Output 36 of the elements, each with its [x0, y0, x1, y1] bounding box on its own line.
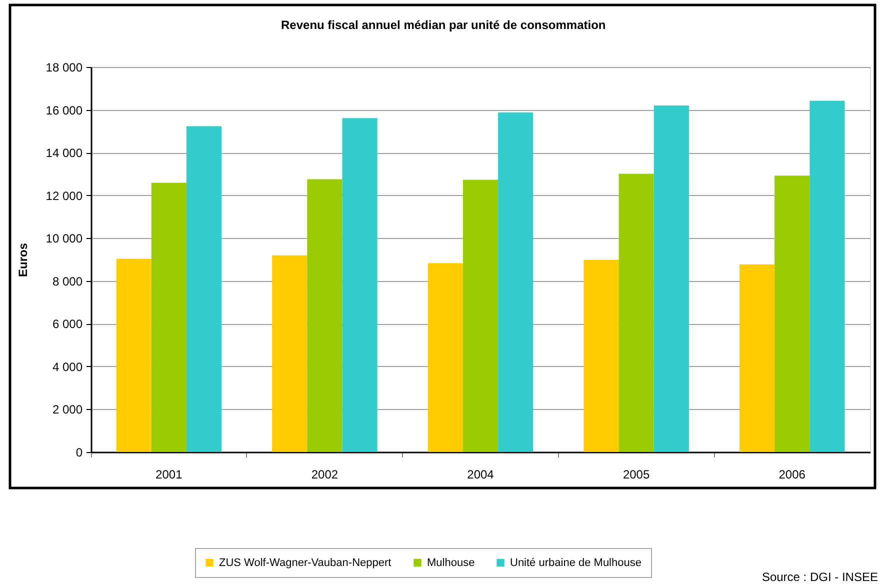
- x-tick-label: 2001: [156, 468, 183, 482]
- y-tick-label: 2 000: [52, 402, 83, 417]
- bar: [342, 118, 378, 452]
- y-tick-label: 18 000: [46, 60, 83, 74]
- y-tick-label: 14 000: [46, 146, 83, 160]
- y-tick-label: 6 000: [52, 317, 83, 332]
- legend-label: Unité urbaine de Mulhouse: [510, 556, 642, 569]
- bar: [186, 126, 222, 452]
- x-tick-label: 2002: [311, 468, 338, 482]
- x-tick-label: 2006: [778, 468, 806, 482]
- bar: [116, 258, 152, 452]
- bar: [810, 100, 845, 452]
- bar: [428, 263, 463, 452]
- y-tick-label: 16 000: [46, 103, 83, 118]
- bar: [462, 180, 498, 452]
- bar: [774, 176, 810, 452]
- y-axis-title: Euros: [16, 242, 30, 278]
- bar: [272, 255, 308, 452]
- y-tick-label: 4 000: [52, 360, 83, 374]
- legend-label: ZUS Wolf-Wagner-Vauban-Neppert: [219, 556, 392, 569]
- bar: [739, 264, 775, 452]
- bar: [618, 174, 654, 452]
- legend-label: Mulhouse: [427, 556, 475, 569]
- x-tick-label: 2004: [467, 468, 494, 482]
- chart-title: Revenu fiscal annuel médian par unité de consommation: [281, 18, 606, 32]
- source-note: Source : DGI - INSEE: [762, 570, 878, 584]
- bar: [151, 182, 186, 452]
- bar: [498, 112, 534, 452]
- bar: [584, 260, 619, 452]
- bar: [307, 179, 342, 452]
- y-tick-label: 12 000: [46, 188, 83, 203]
- y-tick-label: 0: [76, 446, 83, 460]
- y-tick-label: 10 000: [46, 232, 83, 246]
- y-tick-label: 8 000: [52, 274, 83, 288]
- x-tick-label: 2005: [622, 468, 650, 482]
- bar: [654, 106, 689, 452]
